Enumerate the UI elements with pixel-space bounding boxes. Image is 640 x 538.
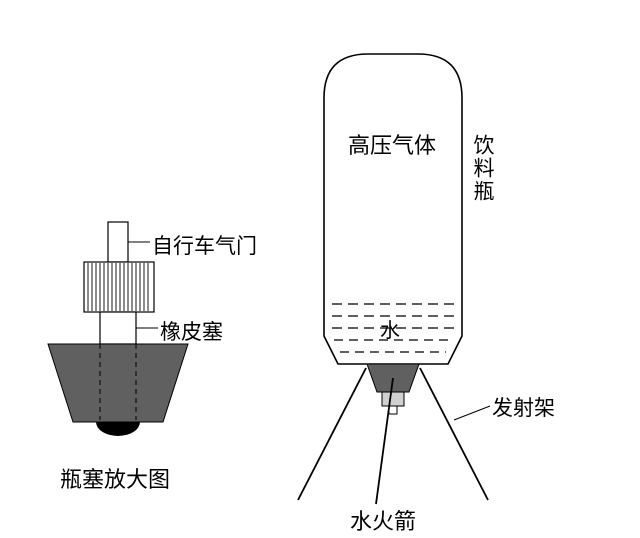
label-stopper-caption: 瓶塞放大图 — [60, 462, 170, 494]
label-valve: 自行车气门 — [152, 230, 257, 260]
label-rubber-stopper: 橡皮塞 — [160, 316, 223, 346]
stopper-cone — [48, 344, 188, 422]
nozzle-cap — [382, 392, 404, 406]
nozzle-tip — [389, 406, 397, 414]
label-gas: 高压气体 — [348, 128, 436, 160]
label-rocket-caption: 水火箭 — [350, 504, 416, 536]
ridged-cap — [84, 262, 154, 312]
rubber-stopper-neck — [100, 312, 136, 344]
diagram-svg — [0, 0, 640, 538]
label-bottle: 饮料瓶 — [468, 134, 498, 203]
leader-stand — [454, 406, 490, 420]
diagram-stage: 自行车气门 橡皮塞 瓶塞放大图 高压气体 饮料瓶 水 发射架 水火箭 — [0, 0, 640, 538]
label-water: 水 — [380, 314, 400, 343]
valve-rect — [108, 222, 128, 262]
rocket-group — [298, 54, 490, 504]
label-launch-stand: 发射架 — [492, 392, 555, 422]
